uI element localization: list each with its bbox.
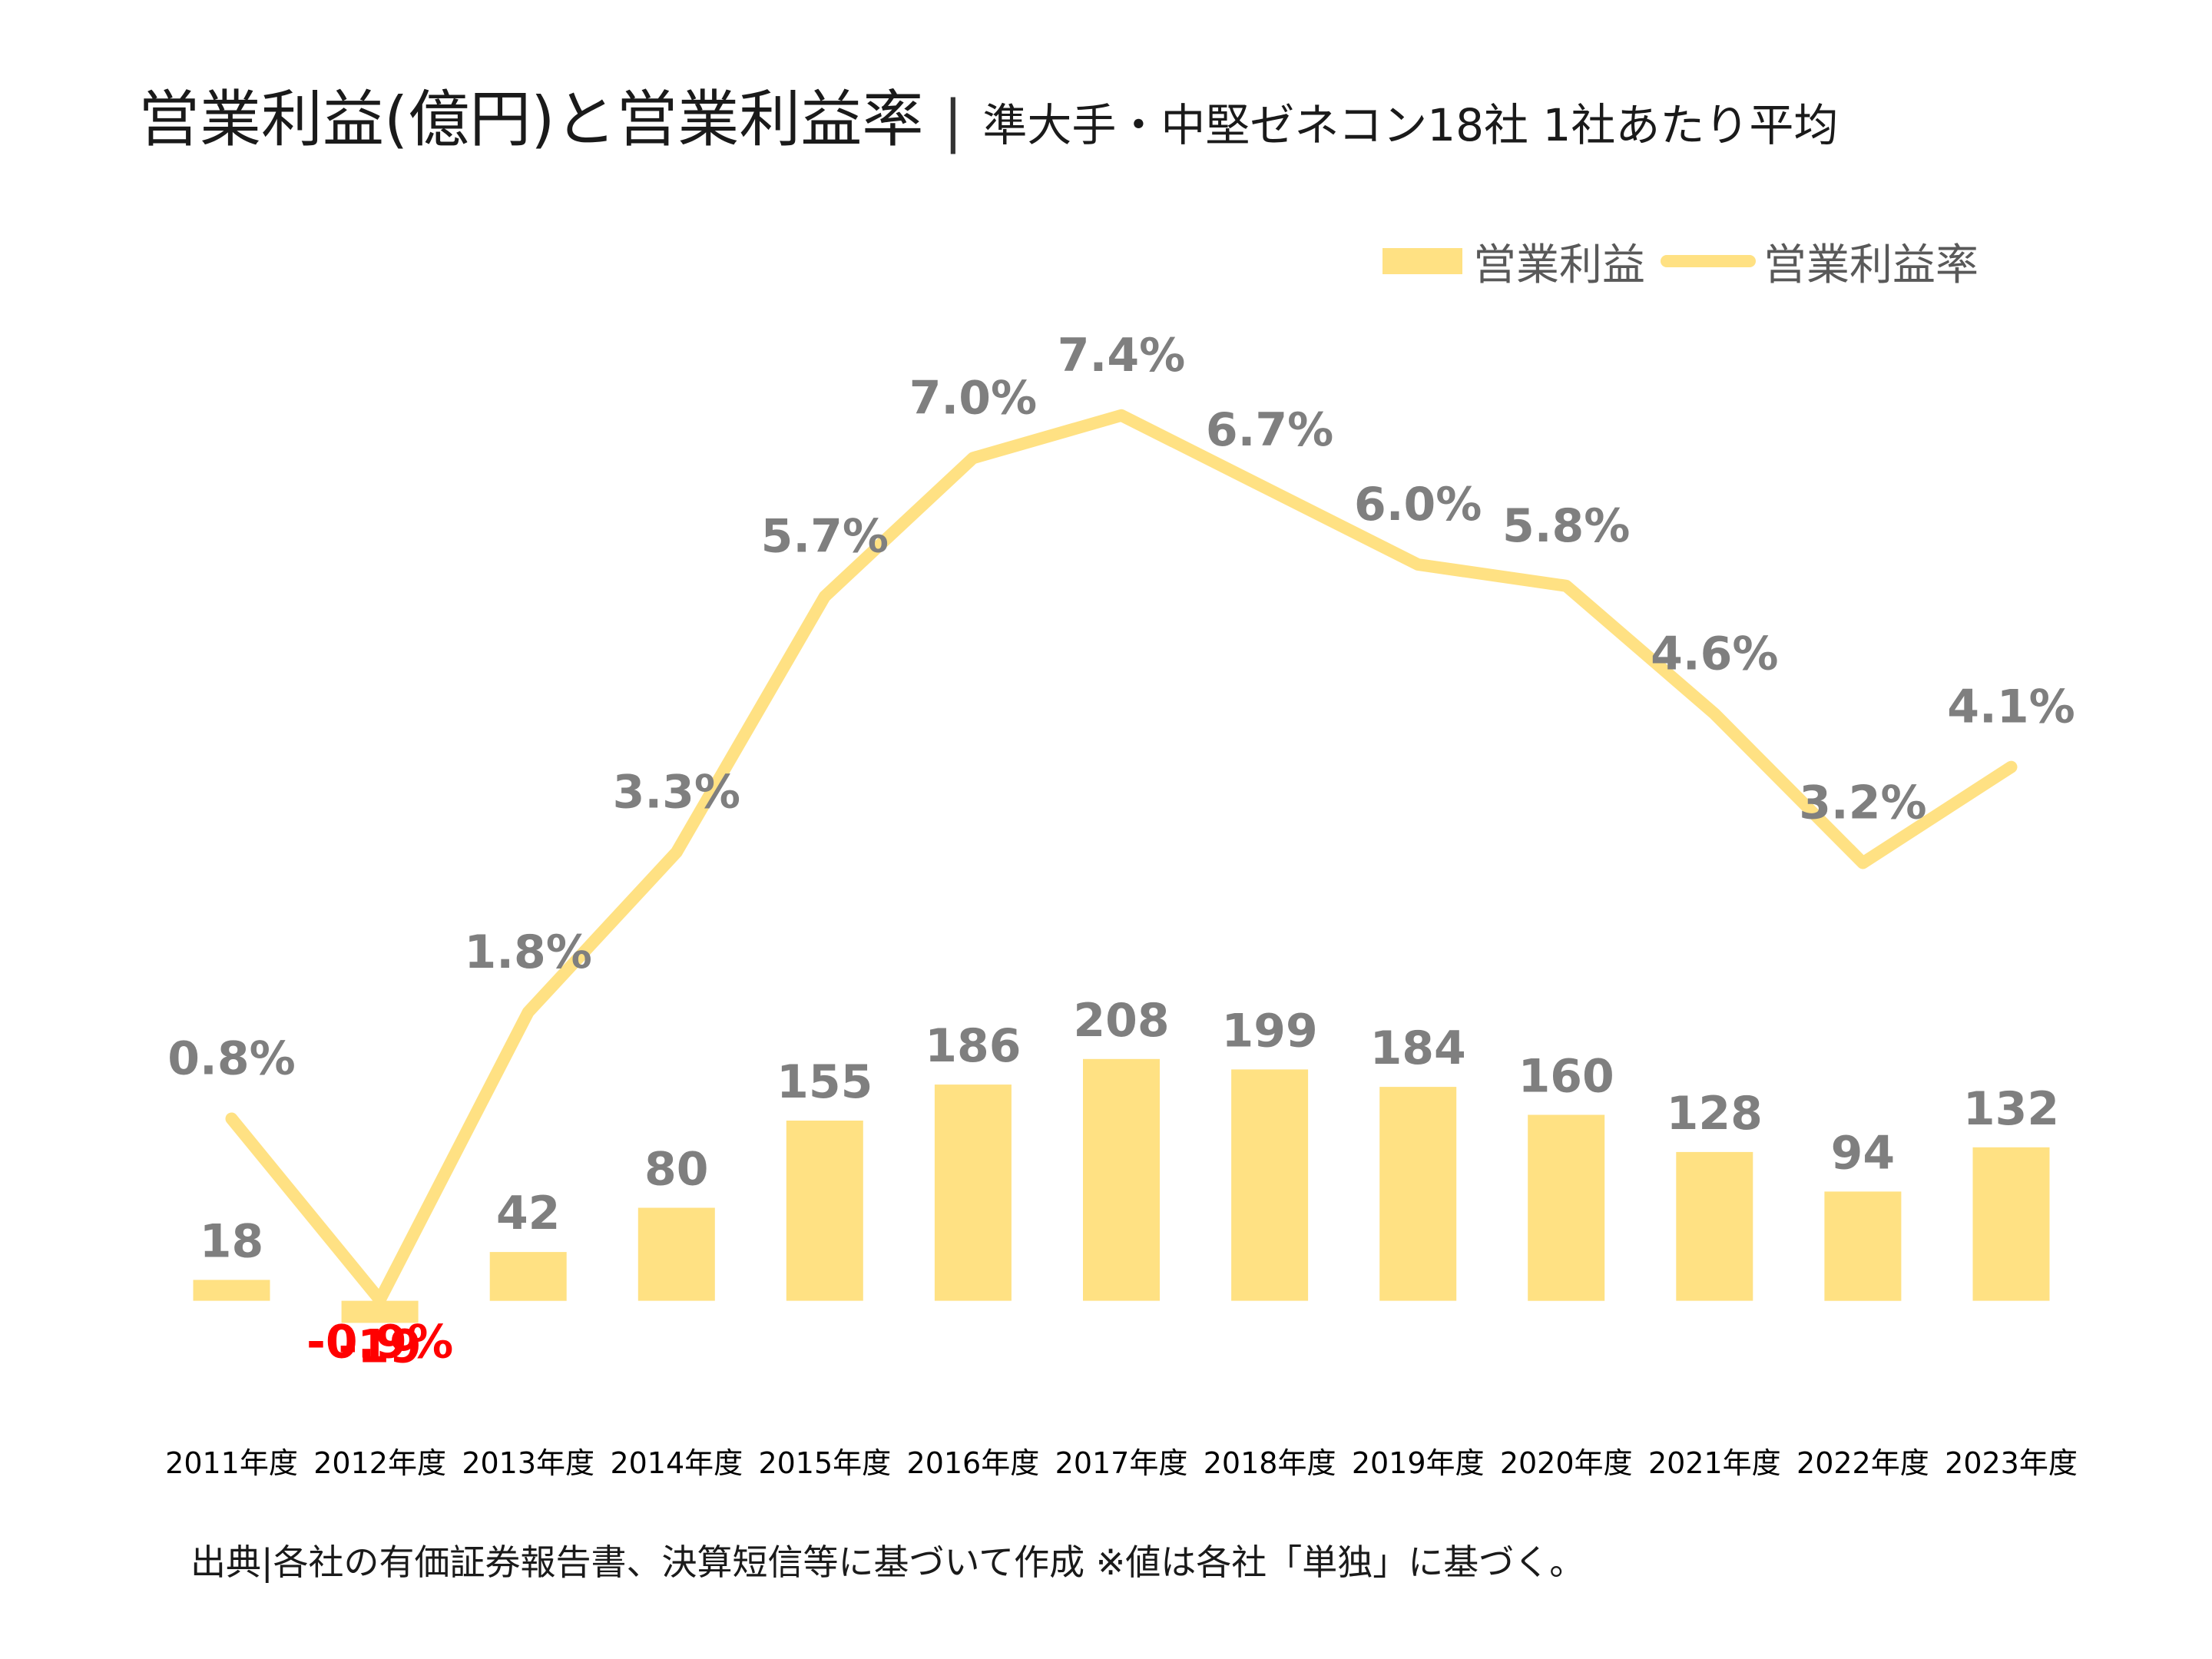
bar-2020年度 bbox=[1528, 1114, 1605, 1301]
line-value-label: 0.8% bbox=[167, 1032, 295, 1086]
line-point-2020年度 bbox=[1565, 585, 1567, 587]
line-value-label: 7.4% bbox=[1058, 329, 1185, 382]
bar-value-label: 208 bbox=[1073, 994, 1169, 1048]
legend-bar-label: 営業利益 bbox=[1473, 240, 1645, 290]
bar-2014年度 bbox=[637, 1207, 715, 1301]
x-tick-label: 2019年度 bbox=[1352, 1446, 1485, 1480]
x-tick-label: 2013年度 bbox=[462, 1446, 594, 1480]
x-axis-tick-labels: 2011年度 2012年度 2013年度 2014年度 2015年度 2016年度 2017… bbox=[165, 1446, 2078, 1480]
chart-title-main: 営業利益(億円)と営業利益率 bbox=[138, 84, 924, 155]
x-tick-label: 2017年度 bbox=[1055, 1446, 1188, 1480]
bar-2016年度 bbox=[934, 1084, 1012, 1301]
line-value-label: 4.6% bbox=[1651, 627, 1778, 680]
line-point-2017年度 bbox=[1121, 415, 1122, 416]
line-value-label: 6.0% bbox=[1354, 478, 1482, 531]
x-tick-label: 2022年度 bbox=[1796, 1446, 1929, 1480]
x-tick-label: 2021年度 bbox=[1648, 1446, 1781, 1480]
line-point-2011年度 bbox=[231, 1118, 232, 1119]
bar-value-label: 186 bbox=[925, 1019, 1021, 1073]
line-value-label: 3.3% bbox=[613, 766, 740, 820]
title-separator: | bbox=[943, 88, 963, 154]
bar-value-label: 128 bbox=[1667, 1087, 1763, 1141]
bar-value-label: 184 bbox=[1370, 1022, 1466, 1075]
bar-2023年度 bbox=[1972, 1147, 2050, 1301]
bar-2019年度 bbox=[1379, 1087, 1457, 1301]
line-value-label: 7.0% bbox=[909, 371, 1037, 425]
bar-value-label: 42 bbox=[496, 1187, 561, 1240]
line-point-2014年度 bbox=[676, 852, 677, 853]
x-tick-label: 2018年度 bbox=[1204, 1446, 1336, 1480]
line-point-2015年度 bbox=[824, 596, 826, 598]
bar-value-label: 80 bbox=[644, 1143, 709, 1197]
x-tick-label: 2011年度 bbox=[165, 1446, 298, 1480]
line-value-label: 5.7% bbox=[761, 510, 889, 564]
bar-series bbox=[193, 1058, 2050, 1323]
x-tick-label: 2012年度 bbox=[313, 1446, 446, 1480]
x-tick-label: 2016年度 bbox=[907, 1446, 1040, 1480]
bar-value-label: 94 bbox=[1831, 1126, 1896, 1180]
source-note: 出典|各社の有価証券報告書、決算短信等に基づいて作成 ※値は各社「単独」に基づく… bbox=[190, 1541, 1585, 1583]
line-value-label: 1.8% bbox=[464, 926, 591, 979]
bar-value-label: 18 bbox=[200, 1214, 264, 1268]
line-series bbox=[225, 409, 2018, 1306]
x-tick-label: 2014年度 bbox=[610, 1446, 743, 1480]
line-point-2016年度 bbox=[972, 457, 974, 459]
line-value-label: -0.9% bbox=[306, 1315, 453, 1369]
line-value-label: 6.7% bbox=[1206, 403, 1333, 457]
bar-2013年度 bbox=[489, 1252, 567, 1301]
chart-legend: 営業利益 営業利益率 bbox=[1382, 230, 1979, 292]
bar-2017年度 bbox=[1083, 1058, 1160, 1301]
line-value-label: 4.1% bbox=[1947, 680, 2075, 734]
bar-value-label: 199 bbox=[1221, 1004, 1317, 1058]
bar-value-label: 132 bbox=[1963, 1082, 2059, 1136]
x-tick-label: 2023年度 bbox=[1945, 1446, 2078, 1480]
legend-bar-swatch bbox=[1382, 248, 1462, 274]
x-tick-label: 2015年度 bbox=[758, 1446, 891, 1480]
chart-title: 営業利益(億円)と営業利益率 | 準大手・中堅ゼネコン18社 1社あたり平均 bbox=[138, 83, 1838, 157]
bar-2021年度 bbox=[1676, 1151, 1753, 1301]
chart-subtitle: 準大手・中堅ゼネコン18社 1社あたり平均 bbox=[982, 99, 1839, 151]
legend-line-swatch bbox=[1661, 255, 1756, 267]
bar-2011年度 bbox=[193, 1280, 270, 1301]
bar-2018年度 bbox=[1231, 1069, 1309, 1301]
bar-2015年度 bbox=[786, 1121, 863, 1301]
bar-value-label: 155 bbox=[777, 1055, 873, 1109]
bar-value-label: 160 bbox=[1518, 1050, 1614, 1104]
line-value-label: 3.2% bbox=[1799, 777, 1926, 830]
line-value-label: 5.8% bbox=[1502, 499, 1630, 553]
bar-2022年度 bbox=[1824, 1191, 1902, 1301]
data-labels: 18 -19 42 80 155 186 208 199 184 160 128 94 132 0.8% -… bbox=[167, 329, 2075, 1374]
bar-value-label: -19 bbox=[338, 1320, 421, 1374]
x-tick-label: 2020年度 bbox=[1500, 1446, 1633, 1480]
legend-line-label: 営業利益率 bbox=[1763, 240, 1979, 290]
